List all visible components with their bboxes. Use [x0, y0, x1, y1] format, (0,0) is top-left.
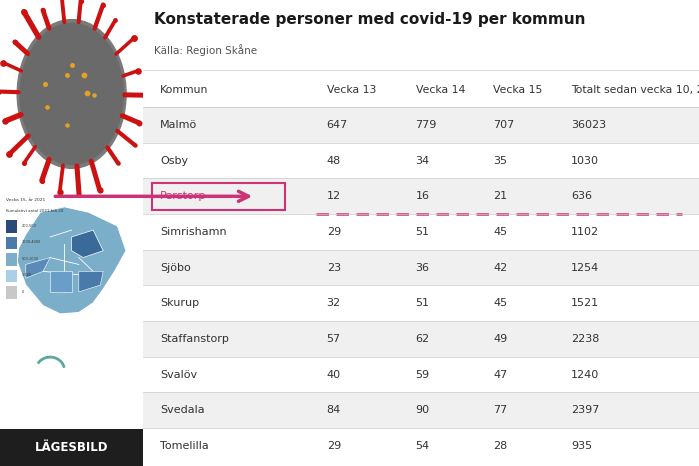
- Text: 90: 90: [416, 405, 430, 415]
- Bar: [6, 220, 17, 233]
- Text: 49: 49: [493, 334, 507, 344]
- Text: 29: 29: [326, 441, 341, 451]
- Text: Konstaterade personer med covid-19 per kommun: Konstaterade personer med covid-19 per k…: [154, 12, 586, 27]
- Text: Staffanstorp: Staffanstorp: [160, 334, 229, 344]
- Text: 62: 62: [416, 334, 430, 344]
- Bar: [143, 321, 699, 357]
- Bar: [143, 250, 699, 285]
- Text: 36: 36: [416, 263, 430, 273]
- Text: 40: 40: [326, 370, 341, 379]
- Text: LÄGESBILD: LÄGESBILD: [35, 441, 108, 454]
- Text: 1521: 1521: [571, 298, 599, 308]
- Circle shape: [17, 20, 126, 168]
- Text: REGION: REGION: [36, 392, 64, 397]
- Text: 47: 47: [493, 370, 507, 379]
- Text: Svedala: Svedala: [160, 405, 205, 415]
- Text: Malmö: Malmö: [160, 120, 197, 130]
- Bar: [143, 143, 699, 178]
- Text: Källa: Region Skåne: Källa: Region Skåne: [154, 44, 257, 56]
- Text: Svalöv: Svalöv: [160, 370, 197, 379]
- Text: 45: 45: [493, 298, 507, 308]
- Text: 32: 32: [326, 298, 341, 308]
- Bar: [152, 183, 285, 210]
- Bar: [6, 287, 17, 299]
- Text: 48: 48: [326, 156, 341, 165]
- Text: Vecka 15: Vecka 15: [493, 85, 542, 95]
- Text: Perstorp: Perstorp: [160, 192, 206, 201]
- Bar: [143, 107, 699, 143]
- Text: Osby: Osby: [160, 156, 188, 165]
- Text: Kumulativt antal 2021-feb-20: Kumulativt antal 2021-feb-20: [6, 210, 63, 213]
- Text: 12: 12: [326, 192, 341, 201]
- Bar: [6, 237, 17, 249]
- Text: 935: 935: [571, 441, 592, 451]
- Bar: [0, 429, 143, 466]
- Text: 707: 707: [493, 120, 514, 130]
- Text: 84: 84: [326, 405, 341, 415]
- Text: Simrishamn: Simrishamn: [160, 227, 226, 237]
- Text: Totalt sedan vecka 10, 2020: Totalt sedan vecka 10, 2020: [571, 85, 699, 95]
- Bar: [6, 270, 17, 282]
- Text: 57: 57: [326, 334, 341, 344]
- Text: 0: 0: [22, 290, 24, 294]
- Text: 77: 77: [493, 405, 507, 415]
- Text: 1254: 1254: [571, 263, 600, 273]
- Text: 1-500: 1-500: [22, 274, 31, 277]
- Text: 34: 34: [416, 156, 430, 165]
- Bar: [143, 72, 699, 107]
- Polygon shape: [50, 271, 71, 292]
- Text: 1102: 1102: [571, 227, 599, 237]
- Text: 636: 636: [571, 192, 592, 201]
- Circle shape: [24, 346, 76, 394]
- Text: Vecka 15, år 2021: Vecka 15, år 2021: [6, 199, 45, 202]
- Text: SKÅNE: SKÅNE: [28, 401, 73, 414]
- Text: 42: 42: [493, 263, 507, 273]
- Bar: [143, 428, 699, 464]
- Bar: [6, 254, 17, 266]
- Text: 21: 21: [493, 192, 507, 201]
- Text: 54: 54: [416, 441, 430, 451]
- Text: 45: 45: [493, 227, 507, 237]
- Bar: [143, 178, 699, 214]
- Text: 500-1000: 500-1000: [22, 257, 38, 261]
- Text: Tomelilla: Tomelilla: [160, 441, 209, 451]
- Bar: [143, 392, 699, 428]
- Text: Vecka 14: Vecka 14: [416, 85, 465, 95]
- Text: Kommun: Kommun: [160, 85, 208, 95]
- Polygon shape: [79, 271, 103, 292]
- Text: 2238: 2238: [571, 334, 600, 344]
- Text: 51: 51: [416, 227, 430, 237]
- Text: 1240: 1240: [571, 370, 600, 379]
- Text: Sjöbo: Sjöbo: [160, 263, 191, 273]
- Text: 35: 35: [493, 156, 507, 165]
- Text: 16: 16: [416, 192, 430, 201]
- Text: Skurup: Skurup: [160, 298, 199, 308]
- Text: 2397: 2397: [571, 405, 600, 415]
- Text: 29: 29: [326, 227, 341, 237]
- Text: 1000-4000: 1000-4000: [22, 240, 41, 245]
- Circle shape: [20, 23, 123, 164]
- Text: +: +: [104, 377, 125, 401]
- Polygon shape: [26, 258, 50, 278]
- Bar: [143, 214, 699, 250]
- Text: 1030: 1030: [571, 156, 599, 165]
- Text: Vecka 13: Vecka 13: [326, 85, 376, 95]
- Text: 779: 779: [416, 120, 437, 130]
- Text: 59: 59: [416, 370, 430, 379]
- Text: 23: 23: [326, 263, 341, 273]
- Bar: [143, 357, 699, 392]
- Text: 28: 28: [493, 441, 507, 451]
- Polygon shape: [17, 207, 126, 314]
- Text: 51: 51: [416, 298, 430, 308]
- Text: 647: 647: [326, 120, 348, 130]
- Polygon shape: [71, 230, 103, 258]
- Bar: [143, 285, 699, 321]
- Text: 36023: 36023: [571, 120, 606, 130]
- Text: 200-500: 200-500: [22, 224, 36, 228]
